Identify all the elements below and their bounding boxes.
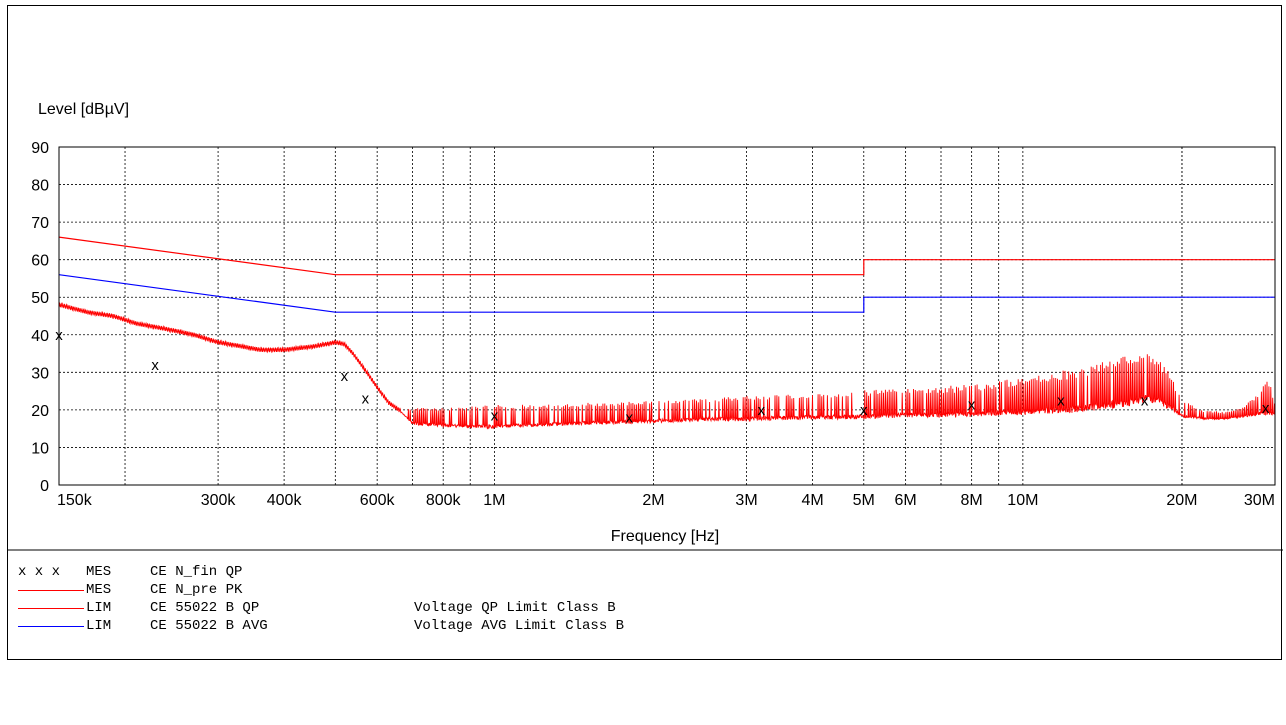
legend-type: MES — [86, 582, 112, 598]
legend-name: CE 55022 B AVG — [150, 618, 268, 634]
legend-item-qp-limit: LIM CE 55022 B QP Voltage QP Limit Class… — [18, 599, 616, 617]
x-tick-label: 300k — [201, 492, 237, 509]
x-tick-label: 30M — [1244, 492, 1275, 509]
qp-marker: x — [362, 391, 370, 408]
x-axis-label: Frequency [Hz] — [611, 528, 719, 545]
qp-marker: x — [626, 409, 634, 426]
legend-line-red — [18, 608, 84, 609]
x-tick-label: 2M — [642, 492, 664, 509]
y-tick-label: 90 — [31, 140, 49, 157]
y-tick-label: 10 — [31, 440, 49, 457]
legend-type: LIM — [86, 618, 112, 634]
legend-type: MES — [86, 564, 112, 580]
x-tick-label: 6M — [895, 492, 917, 509]
legend-name: CE N_pre PK — [150, 582, 243, 598]
legend-item-avg-limit: LIM CE 55022 B AVG Voltage AVG Limit Cla… — [18, 617, 624, 635]
x-tick-label: 8M — [961, 492, 983, 509]
qp-marker: x — [341, 368, 349, 385]
pk-trace — [58, 302, 1276, 430]
y-tick-label: 60 — [31, 253, 49, 270]
legend-item-n-fin-qp: x x x MES CE N_fin QP — [18, 563, 242, 581]
x-tick-label: 20M — [1166, 492, 1197, 509]
y-tick-label: 70 — [31, 215, 49, 232]
x-tick-label: 3M — [735, 492, 757, 509]
qp-marker: x — [860, 402, 868, 419]
legend-desc: Voltage QP Limit Class B — [414, 600, 616, 616]
y-tick-label: 40 — [31, 328, 49, 345]
qp-marker: x — [491, 408, 499, 425]
x-tick-label: 400k — [267, 492, 303, 509]
qp-marker: x — [968, 396, 976, 413]
y-tick-label: 20 — [31, 403, 49, 420]
x-tick-label: 800k — [426, 492, 462, 509]
qp-marker: x — [1141, 393, 1149, 410]
axis-layer: 0 10 20 30 40 50 60 70 80 90 150k 300k 400k 600k 800k 1… — [31, 140, 1276, 509]
x-tick-label: 5M — [853, 492, 875, 509]
legend-marker-x: x x x — [18, 564, 61, 580]
legend-item-n-pre-pk: MES CE N_pre PK — [18, 581, 242, 599]
limit-line-0 — [58, 236, 1275, 276]
x-tick-label: 150k — [57, 492, 93, 509]
y-tick-label: 80 — [31, 178, 49, 195]
limit-line-1 — [58, 274, 1275, 313]
x-tick-label: 1M — [483, 492, 505, 509]
qp-marker: x — [758, 402, 766, 419]
x-tick-label: 4M — [801, 492, 823, 509]
y-axis-label: Level [dBµV] — [38, 101, 129, 118]
legend-desc: Voltage AVG Limit Class B — [414, 618, 625, 634]
y-tick-label: 30 — [31, 365, 49, 382]
legend-name: CE N_fin QP — [150, 564, 243, 580]
x-tick-label: 10M — [1007, 492, 1038, 509]
qp-marker: x — [1057, 393, 1065, 410]
qp-marker: x — [1262, 400, 1270, 417]
qp-marker: x — [151, 357, 159, 374]
legend-type: LIM — [86, 600, 112, 616]
legend-name: CE 55022 B QP — [150, 600, 260, 616]
legend-line-blue — [18, 626, 84, 627]
y-tick-label: 50 — [31, 290, 49, 307]
legend-line-red — [18, 590, 84, 591]
series-layer — [58, 236, 1276, 430]
grid — [59, 147, 1275, 485]
y-tick-label: 0 — [40, 478, 49, 495]
x-tick-label: 600k — [360, 492, 396, 509]
plot-area — [58, 146, 1276, 486]
